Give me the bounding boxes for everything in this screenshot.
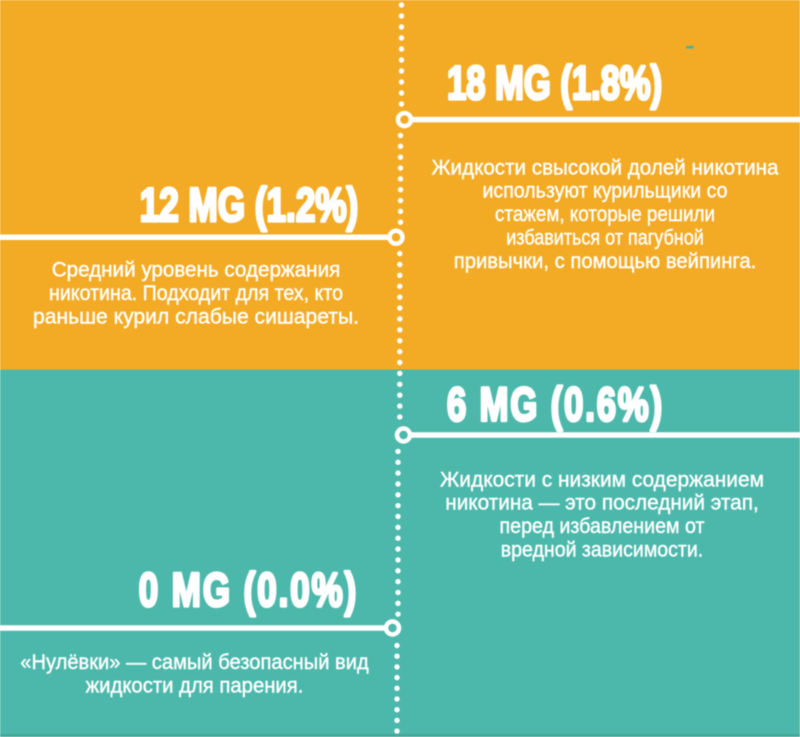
- svg-text:никотина. Подходит для тех, кт: никотина. Подходит для тех, кто: [49, 282, 343, 305]
- svg-text:стажем, которые решили: стажем, которые решили: [495, 203, 715, 226]
- svg-text:перед избавлением от: перед избавлением от: [500, 515, 705, 538]
- svg-text:12 MG (1.2%): 12 MG (1.2%): [140, 179, 359, 232]
- svg-text:«Нулёвки» — самый безопасный в: «Нулёвки» — самый безопасный вид: [20, 651, 369, 674]
- svg-text:Жидкости свысокой долей никоти: Жидкости свысокой долей никотина: [432, 156, 779, 179]
- svg-text:0 MG (0.0%): 0 MG (0.0%): [139, 564, 359, 617]
- svg-text:вредной зависимости.: вредной зависимости.: [501, 539, 704, 562]
- svg-text:6 MG (0.6%): 6 MG (0.6%): [447, 379, 664, 432]
- svg-text:никотина — это последний этап,: никотина — это последний этап,: [445, 492, 759, 515]
- svg-text:Жидкости с низким содержанием: Жидкости с низким содержанием: [440, 468, 764, 491]
- svg-text:раньше курил слабые сишареты.: раньше курил слабые сишареты.: [33, 305, 359, 328]
- svg-text:18 MG (1.8%): 18 MG (1.8%): [447, 57, 662, 110]
- svg-text:жидкости для парения.: жидкости для парения.: [86, 674, 304, 697]
- svg-text:используют курильщики со: используют курильщики со: [483, 180, 728, 203]
- svg-text:привычки, с помощью вейпинга.: привычки, с помощью вейпинга.: [454, 250, 757, 273]
- svg-text:избавиться от пагубной: избавиться от пагубной: [506, 227, 704, 250]
- svg-text:Средний уровень содержания: Средний уровень содержания: [52, 259, 341, 282]
